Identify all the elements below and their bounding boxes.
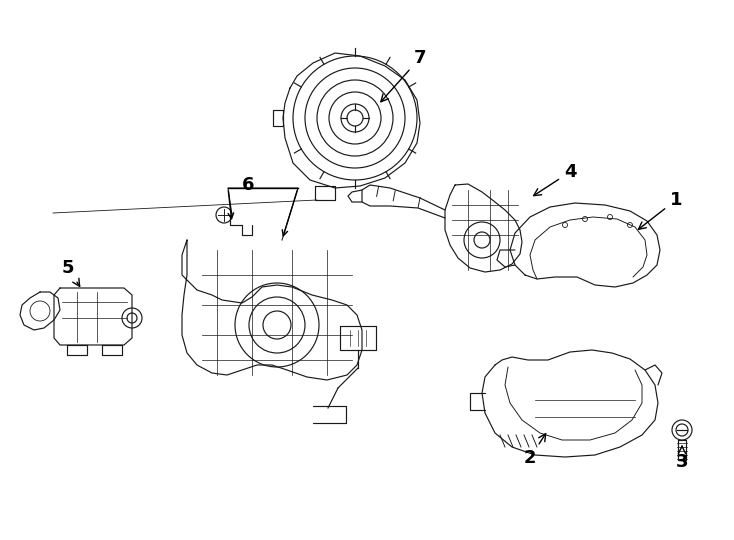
- Text: 5: 5: [62, 259, 80, 286]
- Text: 4: 4: [534, 163, 576, 195]
- Text: 2: 2: [524, 434, 545, 467]
- Text: 7: 7: [381, 49, 426, 102]
- Text: 3: 3: [676, 446, 688, 471]
- Text: 1: 1: [639, 191, 682, 230]
- Text: 6: 6: [241, 176, 254, 194]
